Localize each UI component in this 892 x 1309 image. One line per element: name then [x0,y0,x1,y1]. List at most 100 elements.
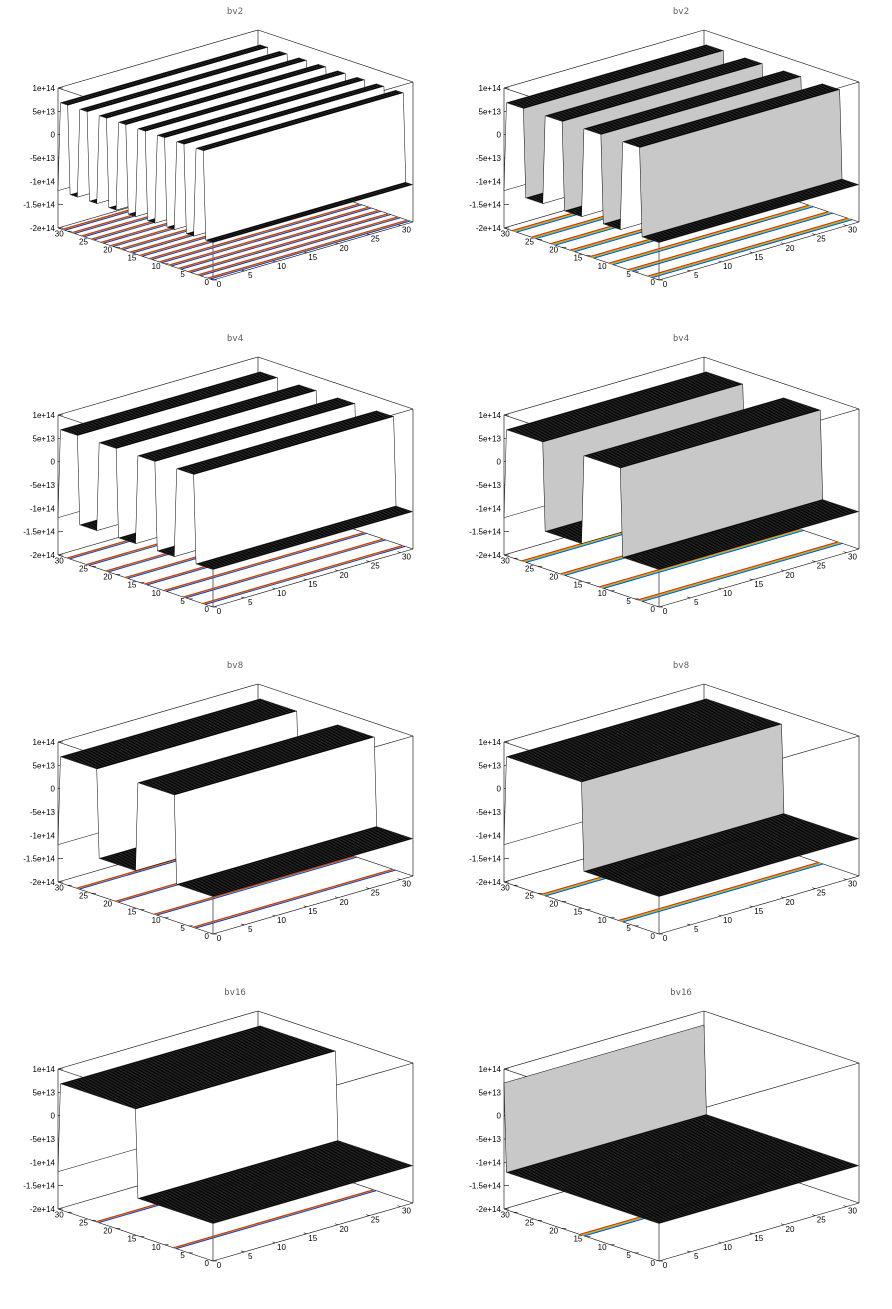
y-tick-label: 30 [501,1210,510,1219]
y-tick-label: 0 [651,278,656,287]
surface-plot: bv4 1e+14 5e+13 0 -5e+13 -1e+14 -1.5e+14 -2e+14… [23,334,414,616]
surface-plot: bv2 1e+14 5e+13 0 -5e+13 -1e+14 -1.5e+14 -2e+14… [23,7,414,289]
y-tick-label: 25 [79,564,88,573]
x-tick-label: 5 [694,271,699,280]
floor-edge [212,1202,414,1262]
x-tick-label: 10 [277,262,286,271]
chart-title: bv4 [227,334,243,344]
contour-line [189,213,390,273]
surface-plot: bv2 1e+14 5e+13 0 -5e+13 -1e+14 -1.5e+14 -2e+14… [469,7,860,289]
z-tick-label: -5e+13 [30,154,56,163]
y-tick-label: 25 [79,237,88,246]
x-tick-label: 5 [248,271,253,280]
x-tick-mark [397,551,401,553]
floor-edge [212,221,414,281]
z-tick-label: 1e+14 [479,738,502,747]
x-tick-mark [655,932,660,935]
x-tick-label: 25 [817,235,826,244]
x-tick-mark [366,887,370,889]
x-tick-label: 25 [817,1216,826,1225]
y-tick-label: 15 [127,581,136,590]
chart-title: bv4 [673,334,689,344]
surface-panel: bv16 1e+14 5e+13 0 -5e+13 -1e+14 -1.5e+14 -2e+1… [0,981,446,1308]
x-tick-label: 30 [848,1207,857,1216]
top-edge [57,683,259,743]
surface-face [210,183,414,243]
y-tick-label: 5 [626,924,631,933]
contour-line [155,856,356,916]
x-tick-mark [334,569,339,572]
contour-line [194,869,395,929]
contour-line [153,855,355,915]
z-tick-label: 1e+14 [33,84,56,93]
contour-line [608,204,809,264]
contour-line [612,205,813,265]
contour-line [628,211,830,271]
x-tick-label: 30 [848,553,857,562]
z-tick-label: -1e+14 [30,831,56,840]
z-tick-label: -2e+14 [30,1205,56,1214]
x-tick-mark [655,1259,660,1262]
y-tick-label: 15 [573,581,582,590]
z-tick-label: 1e+14 [479,84,502,93]
contour-line [160,203,361,263]
contour-line [619,862,820,922]
x-tick-mark [749,905,753,908]
x-tick-label: 10 [277,589,286,598]
surface-plot: bv8 1e+14 5e+13 0 -5e+13 -1e+14 -1.5e+14 -2e+14… [469,661,860,943]
z-tick-label: -2e+14 [30,878,56,887]
z-tick-label: -5e+13 [30,1135,56,1144]
surface-plot: bv8 1e+14 5e+13 0 -5e+13 -1e+14 -1.5e+14 -2e+14… [23,661,414,943]
contour-line [187,213,389,273]
x-tick-label: 5 [248,598,253,607]
contour-line [637,541,839,601]
z-tick-label: 5e+13 [479,107,502,116]
contour-line [159,203,360,263]
contour-line [647,217,848,277]
contour-line [609,204,810,264]
x-tick-mark [780,896,785,899]
x-tick-label: 0 [663,280,668,289]
x-tick-label: 15 [308,1234,317,1243]
x-tick-mark [272,914,276,917]
x-tick-label: 30 [848,880,857,889]
x-tick-label: 10 [723,916,732,925]
contour-line [180,210,381,270]
floor-edge [658,548,860,608]
z-tick-label: -1.5e+14 [469,201,501,210]
surface [57,371,414,570]
surface-plot: bv4 1e+14 5e+13 0 -5e+13 -1e+14 -1.5e+14 -2e+14… [469,334,860,616]
y-tick-label: 10 [598,589,607,598]
surface [503,44,860,243]
z-tick-label: 5e+13 [479,761,502,770]
contour-line [622,863,824,923]
x-tick-label: 5 [694,598,699,607]
chart-title: bv2 [227,7,243,17]
contour-line [641,542,842,602]
x-tick-label: 0 [663,1261,668,1270]
z-tick-label: 1e+14 [479,1065,502,1074]
x-tick-label: 20 [786,1225,795,1234]
x-tick-mark [303,1232,307,1235]
x-tick-label: 15 [754,907,763,916]
x-tick-mark [272,587,276,590]
y-tick-label: 30 [501,883,510,892]
contour-line [156,856,357,916]
x-tick-label: 30 [402,553,411,562]
x-tick-label: 10 [723,1243,732,1252]
y-tick-label: 5 [626,597,631,606]
x-tick-mark [241,1250,245,1253]
x-tick-label: 20 [786,898,795,907]
x-tick-mark [843,224,847,226]
contour-line [599,528,801,588]
z-tick-label: 5e+13 [479,434,502,443]
z-tick-label: -1e+14 [476,504,502,513]
top-edge [503,356,705,416]
surface-plot: bv16 1e+14 5e+13 0 -5e+13 -1e+14 -1.5e+14 -2e+1… [23,988,414,1270]
x-tick-mark [718,914,722,917]
y-tick-label: 15 [127,908,136,917]
x-tick-mark [780,242,785,245]
contour-line [190,213,391,273]
x-tick-mark [780,569,785,572]
contour-line [188,213,389,273]
